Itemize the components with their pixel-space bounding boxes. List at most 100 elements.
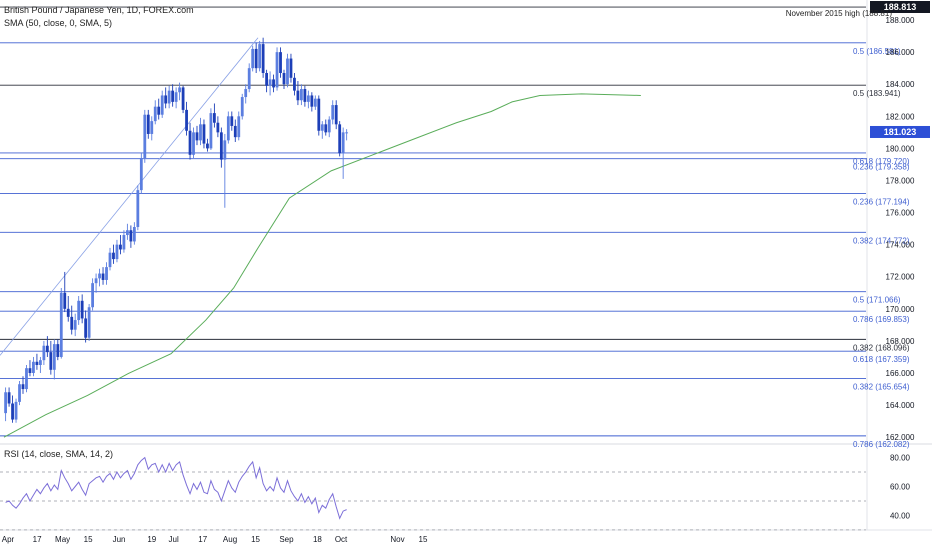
- price-tick-label: 176.000: [886, 209, 915, 218]
- time-axis-label: May: [55, 535, 70, 544]
- candle-body: [87, 307, 91, 338]
- candle-body: [94, 278, 98, 284]
- candle-body: [14, 401, 18, 420]
- candle-body: [4, 392, 7, 414]
- last-price-badge: [870, 125, 930, 138]
- candle-body: [213, 113, 216, 123]
- fib-levels: 0.5 (186.581) 0.5 (183.941) 0.618 (179.720…: [0, 0, 932, 531]
- candle-body: [171, 90, 175, 102]
- candle-body: [56, 344, 60, 357]
- candle-body: [150, 121, 154, 134]
- fib-level-label: 0.236 (179.358): [853, 163, 910, 172]
- candle-body: [136, 190, 140, 228]
- candle-body: [306, 95, 310, 102]
- last-price-badge-label: 181.023: [884, 127, 917, 137]
- candle-body: [115, 244, 119, 260]
- price-tick-label: 184.000: [886, 80, 915, 89]
- candle-body: [80, 300, 84, 319]
- candle-body: [167, 90, 171, 104]
- rsi-tick-label: 80.00: [890, 454, 911, 463]
- time-axis-label: 19: [147, 535, 156, 544]
- candle-body: [63, 292, 67, 309]
- candle-body: [84, 318, 88, 338]
- candle-body: [258, 44, 262, 69]
- candle-body: [108, 252, 112, 268]
- candle-body: [265, 72, 268, 86]
- fib-level-label: 0.382 (174.772): [853, 236, 910, 245]
- price-tick-label: 164.000: [886, 401, 915, 410]
- candle-body: [132, 227, 136, 242]
- fib-level-label: 0.5 (183.941): [853, 89, 901, 98]
- time-axis-label: 15: [84, 535, 93, 544]
- candle-body: [317, 98, 321, 131]
- candle-body: [338, 124, 342, 154]
- time-axis-label: Aug: [223, 535, 237, 544]
- candle-body: [52, 344, 56, 370]
- candle-body: [254, 48, 258, 69]
- candle-body: [66, 308, 70, 317]
- price-tick-label: 172.000: [886, 273, 915, 282]
- time-axis-label: Nov: [390, 535, 404, 544]
- price-tick-label: 174.000: [886, 241, 915, 250]
- candle-body: [279, 52, 282, 73]
- candle-body: [32, 361, 35, 374]
- high-price-badge-label: 188.813: [884, 2, 917, 12]
- candle-body: [237, 116, 241, 138]
- candle-body: [209, 113, 213, 149]
- candle-body: [320, 124, 324, 131]
- candle-body: [101, 273, 105, 280]
- candle-body: [25, 368, 28, 390]
- fib-level-label: 0.5 (186.581): [853, 47, 901, 56]
- price-tick-label: 186.000: [886, 48, 915, 57]
- candle-body: [160, 95, 164, 115]
- candle-body: [341, 132, 345, 154]
- november-high-annotation: November 2015 high (188.81): [785, 9, 892, 18]
- candle-body: [247, 68, 251, 90]
- candle-body: [223, 140, 227, 160]
- candle-body: [18, 384, 21, 402]
- rsi-tick-label: 40.00: [890, 511, 911, 520]
- candle-body: [122, 235, 126, 250]
- candle-body: [143, 114, 147, 159]
- candle-body: [21, 384, 25, 390]
- rsi-panel: [0, 456, 866, 531]
- sma-layer: [3, 93, 641, 438]
- fib-level-label: 0.236 (177.194): [853, 197, 910, 206]
- candle-body: [73, 320, 77, 330]
- candle-body: [91, 283, 94, 308]
- candle-body: [39, 360, 42, 365]
- candle-body: [313, 98, 317, 107]
- fib-level-label: 0.786 (169.853): [853, 315, 910, 324]
- price-tick-label: 178.000: [886, 176, 915, 185]
- candle-body: [112, 252, 115, 260]
- candle-body: [28, 368, 32, 374]
- candle-body: [42, 345, 46, 361]
- time-axis-label: 17: [33, 535, 42, 544]
- candle-body: [119, 244, 122, 250]
- candle-body: [226, 116, 230, 141]
- candle-body: [289, 58, 293, 78]
- candles: [4, 37, 349, 423]
- candle-body: [77, 300, 81, 321]
- candle-body: [233, 125, 237, 138]
- candle-body: [216, 122, 220, 133]
- candle-body: [35, 361, 39, 365]
- candle-body: [7, 392, 11, 404]
- time-axis-label: Sep: [279, 535, 294, 544]
- trendline: [0, 37, 259, 356]
- high-price-badge: [870, 1, 930, 14]
- time-axis-label: 18: [313, 535, 322, 544]
- candle-body: [70, 316, 74, 330]
- candle-body: [296, 90, 300, 101]
- candle-body: [192, 132, 195, 155]
- candle-body: [139, 158, 143, 191]
- rsi-tick-label: 60.00: [890, 483, 911, 492]
- candle-body: [195, 132, 199, 141]
- fib-level-label: 0.382 (168.096): [853, 343, 910, 352]
- candle-body: [199, 124, 202, 141]
- candle-body: [146, 114, 150, 134]
- rsi-line: [5, 456, 347, 520]
- candle-body: [244, 89, 248, 98]
